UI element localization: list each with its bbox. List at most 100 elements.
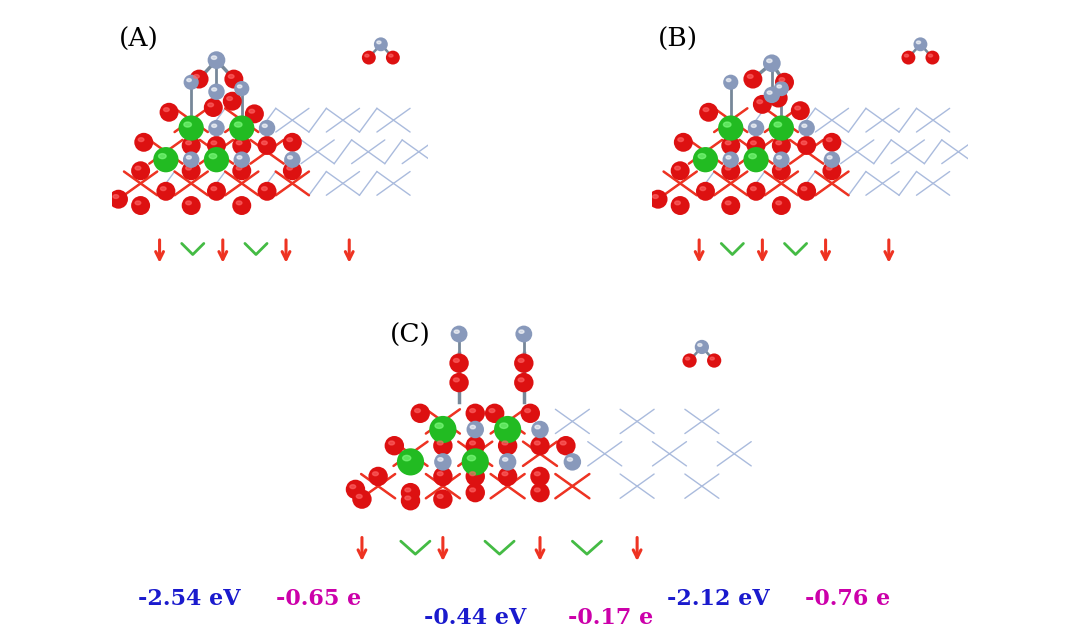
Circle shape bbox=[208, 120, 225, 136]
Circle shape bbox=[693, 147, 718, 172]
Ellipse shape bbox=[234, 122, 242, 127]
Circle shape bbox=[386, 51, 400, 65]
Circle shape bbox=[743, 147, 769, 172]
Ellipse shape bbox=[686, 357, 690, 360]
Ellipse shape bbox=[470, 425, 475, 429]
Circle shape bbox=[232, 136, 252, 155]
Ellipse shape bbox=[437, 441, 443, 445]
Ellipse shape bbox=[365, 55, 369, 57]
Ellipse shape bbox=[184, 122, 191, 127]
Circle shape bbox=[229, 115, 255, 141]
Circle shape bbox=[160, 103, 178, 122]
Circle shape bbox=[190, 70, 208, 89]
Ellipse shape bbox=[826, 138, 832, 141]
Circle shape bbox=[449, 353, 469, 373]
Circle shape bbox=[208, 84, 225, 100]
Circle shape bbox=[494, 416, 522, 443]
Text: (A): (A) bbox=[119, 27, 159, 52]
Ellipse shape bbox=[752, 124, 756, 127]
Ellipse shape bbox=[502, 472, 508, 476]
Ellipse shape bbox=[389, 55, 393, 57]
Ellipse shape bbox=[535, 488, 540, 492]
Ellipse shape bbox=[356, 495, 362, 498]
Text: -0.65 e: -0.65 e bbox=[276, 588, 361, 610]
Ellipse shape bbox=[502, 458, 508, 461]
Circle shape bbox=[401, 491, 420, 510]
Circle shape bbox=[530, 483, 550, 502]
Circle shape bbox=[184, 75, 199, 90]
Ellipse shape bbox=[373, 472, 378, 476]
Text: -0.44 eV: -0.44 eV bbox=[424, 607, 526, 629]
Circle shape bbox=[764, 87, 780, 103]
Circle shape bbox=[914, 37, 928, 51]
Circle shape bbox=[433, 489, 453, 509]
Circle shape bbox=[674, 133, 693, 152]
Ellipse shape bbox=[561, 441, 566, 445]
Ellipse shape bbox=[535, 425, 540, 429]
Circle shape bbox=[797, 182, 816, 201]
Circle shape bbox=[352, 489, 372, 509]
Ellipse shape bbox=[535, 472, 540, 476]
Circle shape bbox=[232, 161, 252, 180]
Circle shape bbox=[450, 326, 468, 342]
Circle shape bbox=[465, 467, 485, 486]
Circle shape bbox=[746, 136, 766, 155]
Ellipse shape bbox=[287, 156, 293, 159]
Ellipse shape bbox=[211, 187, 217, 191]
Ellipse shape bbox=[774, 122, 782, 127]
Ellipse shape bbox=[389, 441, 394, 445]
Circle shape bbox=[222, 92, 242, 111]
Circle shape bbox=[204, 147, 229, 172]
Circle shape bbox=[433, 467, 453, 486]
Circle shape bbox=[753, 95, 772, 114]
Ellipse shape bbox=[710, 357, 714, 360]
Ellipse shape bbox=[454, 358, 459, 363]
Circle shape bbox=[649, 190, 667, 209]
Ellipse shape bbox=[801, 141, 807, 145]
Circle shape bbox=[772, 161, 791, 180]
Text: -0.17 e: -0.17 e bbox=[568, 607, 652, 629]
Ellipse shape bbox=[211, 141, 217, 145]
Ellipse shape bbox=[518, 330, 524, 333]
Circle shape bbox=[449, 373, 469, 392]
Circle shape bbox=[225, 70, 243, 89]
Circle shape bbox=[718, 115, 743, 141]
Ellipse shape bbox=[801, 187, 807, 191]
Ellipse shape bbox=[518, 378, 524, 382]
Ellipse shape bbox=[405, 496, 410, 500]
Circle shape bbox=[721, 161, 740, 180]
Circle shape bbox=[530, 436, 550, 455]
Circle shape bbox=[671, 161, 690, 180]
Circle shape bbox=[374, 37, 388, 51]
Circle shape bbox=[721, 136, 740, 155]
Ellipse shape bbox=[237, 156, 242, 159]
Ellipse shape bbox=[455, 330, 459, 333]
Ellipse shape bbox=[470, 409, 475, 413]
Circle shape bbox=[485, 404, 504, 423]
Circle shape bbox=[234, 81, 249, 96]
Circle shape bbox=[772, 136, 791, 155]
Ellipse shape bbox=[437, 495, 443, 498]
Ellipse shape bbox=[186, 201, 191, 205]
Circle shape bbox=[465, 483, 485, 502]
Ellipse shape bbox=[775, 201, 782, 205]
Ellipse shape bbox=[470, 472, 475, 476]
Ellipse shape bbox=[227, 96, 232, 100]
Ellipse shape bbox=[795, 106, 800, 110]
Circle shape bbox=[769, 89, 787, 108]
Ellipse shape bbox=[237, 166, 242, 170]
Ellipse shape bbox=[757, 100, 762, 103]
Circle shape bbox=[696, 182, 715, 201]
Circle shape bbox=[823, 161, 841, 180]
Ellipse shape bbox=[678, 138, 684, 141]
Text: -0.76 e: -0.76 e bbox=[806, 588, 890, 610]
Ellipse shape bbox=[187, 156, 191, 159]
Circle shape bbox=[556, 436, 576, 455]
Circle shape bbox=[134, 133, 153, 152]
Circle shape bbox=[465, 404, 485, 423]
Ellipse shape bbox=[826, 166, 832, 170]
Circle shape bbox=[410, 404, 430, 423]
Ellipse shape bbox=[287, 138, 293, 141]
Ellipse shape bbox=[777, 85, 782, 88]
Ellipse shape bbox=[726, 156, 731, 159]
